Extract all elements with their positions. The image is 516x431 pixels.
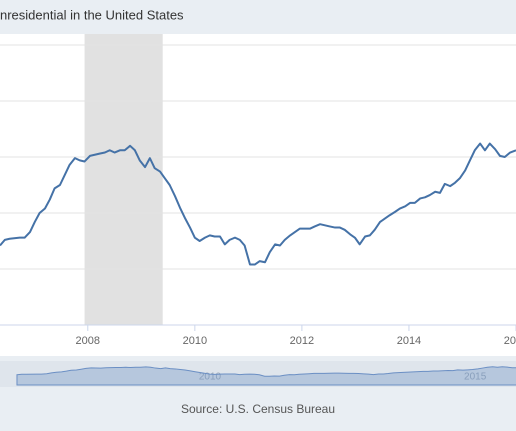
plot-panel [0, 34, 516, 356]
x-tick-label: 2008 [76, 335, 100, 347]
x-tick-label: 2010 [183, 335, 207, 347]
navigator [0, 361, 516, 387]
x-tick-label: 2014 [397, 335, 421, 347]
navigator-area [16, 366, 516, 386]
recession-band [84, 34, 163, 325]
navigator-label: 2010 [199, 372, 222, 383]
data-line [0, 142, 516, 266]
x-tick-label: 2012 [290, 335, 314, 347]
source: Source: U.S. Census Bureau [181, 402, 335, 416]
x-tick-label: 2016 [504, 335, 516, 347]
header [0, 0, 516, 34]
chart-title: nresidential in the United States [0, 7, 184, 22]
navigator-label: 2015 [464, 372, 487, 383]
